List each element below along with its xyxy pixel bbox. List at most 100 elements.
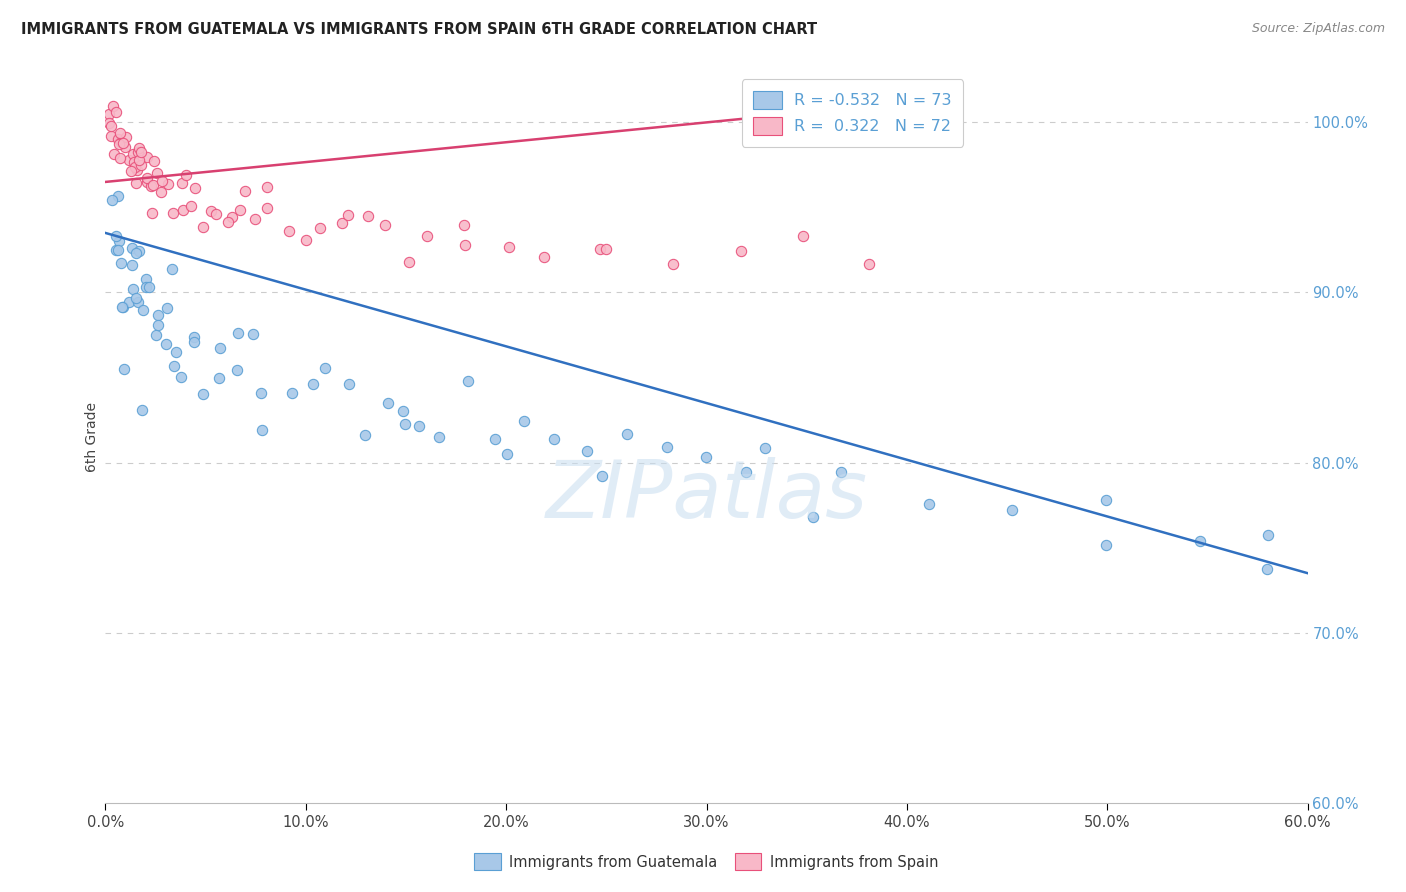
Text: Source: ZipAtlas.com: Source: ZipAtlas.com [1251, 22, 1385, 36]
Point [302, 376, 325, 391]
Point [129, 158, 152, 172]
Point [280, 386, 302, 401]
Point [136, 171, 159, 186]
Point [170, 369, 193, 384]
Point [498, 240, 520, 254]
Point [142, 178, 165, 193]
Point [256, 179, 278, 194]
Point [576, 444, 599, 458]
Point [97, 107, 120, 121]
Point [127, 295, 149, 310]
Point [183, 330, 205, 344]
Point [107, 244, 129, 258]
Point [105, 104, 128, 119]
Point [183, 180, 205, 194]
Point [330, 216, 353, 230]
Point [217, 215, 239, 229]
Point [125, 176, 148, 190]
Point [157, 177, 180, 191]
Point [114, 129, 136, 144]
Point [801, 509, 824, 524]
Point [1188, 534, 1211, 549]
Point [155, 336, 177, 351]
Point [114, 139, 136, 153]
Point [374, 219, 396, 233]
Point [142, 154, 165, 169]
Point [112, 362, 135, 376]
Point [150, 174, 173, 188]
Point [172, 203, 194, 218]
Point [121, 241, 143, 255]
Point [309, 221, 332, 235]
Point [200, 204, 222, 219]
Point [595, 242, 617, 256]
Point [108, 136, 131, 151]
Point [107, 132, 129, 146]
Point [392, 404, 415, 418]
Point [138, 280, 160, 294]
Point [141, 206, 163, 220]
Point [129, 145, 152, 160]
Point [105, 229, 128, 244]
Point [1256, 562, 1278, 576]
Point [100, 128, 122, 143]
Point [98, 116, 121, 130]
Point [145, 328, 167, 343]
Point [918, 497, 941, 511]
Legend: Immigrants from Guatemala, Immigrants from Spain: Immigrants from Guatemala, Immigrants fr… [468, 847, 945, 876]
Point [136, 151, 159, 165]
Point [858, 257, 880, 271]
Point [111, 300, 134, 314]
Point [162, 206, 184, 220]
Point [180, 198, 202, 212]
Point [183, 334, 205, 349]
Point [136, 175, 159, 189]
Point [278, 224, 301, 238]
Point [513, 414, 536, 428]
Point [125, 246, 148, 260]
Point [191, 387, 214, 401]
Point [616, 427, 638, 442]
Point [111, 136, 134, 151]
Point [792, 229, 814, 244]
Point [131, 403, 153, 417]
Point [191, 219, 214, 234]
Point [128, 141, 150, 155]
Point [496, 446, 519, 460]
Point [174, 168, 197, 182]
Y-axis label: 6th Grade: 6th Grade [84, 402, 98, 472]
Point [1257, 528, 1279, 542]
Text: IMMIGRANTS FROM GUATEMALA VS IMMIGRANTS FROM SPAIN 6TH GRADE CORRELATION CHART: IMMIGRANTS FROM GUATEMALA VS IMMIGRANTS … [21, 22, 817, 37]
Point [125, 292, 148, 306]
Point [533, 250, 555, 264]
Point [100, 119, 122, 133]
Point [233, 184, 256, 198]
Point [427, 429, 450, 443]
Point [589, 242, 612, 256]
Point [110, 256, 132, 270]
Point [661, 257, 683, 271]
Point [250, 423, 273, 437]
Point [156, 301, 179, 315]
Point [108, 126, 131, 140]
Point [256, 201, 278, 215]
Point [484, 432, 506, 446]
Point [127, 163, 149, 178]
Point [657, 440, 679, 454]
Point [1001, 503, 1024, 517]
Point [112, 300, 135, 314]
Point [394, 417, 416, 432]
Point [120, 164, 142, 178]
Point [150, 185, 173, 199]
Point [357, 209, 380, 223]
Point [416, 229, 439, 244]
Point [543, 432, 565, 446]
Point [398, 255, 420, 269]
Point [104, 244, 127, 258]
Point [457, 374, 479, 388]
Point [132, 302, 155, 317]
Point [165, 345, 187, 359]
Point [377, 396, 399, 410]
Point [295, 233, 318, 247]
Point [1095, 538, 1118, 552]
